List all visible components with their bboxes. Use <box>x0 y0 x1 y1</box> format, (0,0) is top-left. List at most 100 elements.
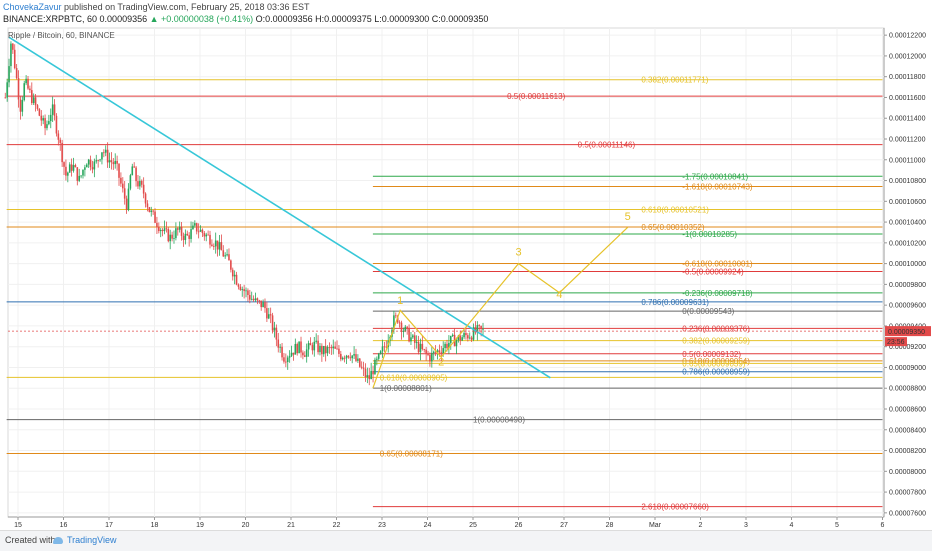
candle-body <box>425 349 427 354</box>
candle-body <box>13 49 16 69</box>
fib-level-label: 0.618(0.00009064) <box>682 357 750 366</box>
candle-body <box>211 244 213 246</box>
candle-body <box>108 160 111 163</box>
x-tick-label: 15 <box>14 522 22 529</box>
candle-body <box>131 166 134 176</box>
candle-body <box>459 335 462 341</box>
candle-body <box>319 345 321 353</box>
candle-body <box>245 290 247 292</box>
candle-body <box>116 160 118 164</box>
candle-body <box>332 346 335 349</box>
y-tick-label: 0.00012000 <box>889 53 926 60</box>
candle-body <box>419 343 422 353</box>
candle-body <box>21 100 24 112</box>
candle-body <box>133 166 135 168</box>
candle-body <box>249 295 251 300</box>
x-tick-label: 27 <box>560 522 568 529</box>
candle-body <box>95 160 98 162</box>
fibonacci-levels: 0.382(0.00011771) 0.5(0.00011613) 0.5(0.00… <box>6 76 883 512</box>
candle-body <box>372 370 374 375</box>
candle-body <box>228 254 230 261</box>
candle-body <box>15 68 18 79</box>
fib-level-label: -0.236(0.00009718) <box>682 289 753 298</box>
candle-body <box>330 347 333 349</box>
x-tick-label: 26 <box>515 522 523 529</box>
candle-body <box>250 298 253 300</box>
candle-body <box>97 160 99 161</box>
candle-body <box>341 357 344 360</box>
candle-body <box>446 343 448 349</box>
y-tick-label: 0.00009800 <box>889 282 926 289</box>
fib-level-label: 1(0.00008498) <box>473 416 525 425</box>
candle-body <box>142 184 145 194</box>
x-tick-label: 18 <box>151 522 159 529</box>
candle-body <box>305 349 308 357</box>
candle-body <box>315 340 317 342</box>
created-with-text: Created with <box>5 535 56 545</box>
candle-body <box>125 198 128 211</box>
y-tick-label: 0.00011400 <box>889 116 926 123</box>
y-tick-label: 0.00010200 <box>889 240 926 247</box>
y-tick-label: 0.00009000 <box>889 365 926 372</box>
candle-body <box>48 121 50 125</box>
tradingview-link[interactable]: TradingView <box>67 535 117 545</box>
author-link[interactable]: ChovekaZavur <box>3 2 62 12</box>
candle-body <box>451 334 454 336</box>
wave-label: 2 <box>438 356 444 368</box>
candle-body <box>222 250 225 257</box>
candle-body <box>417 341 420 353</box>
candle-body <box>302 352 304 356</box>
candle-body <box>345 355 348 359</box>
x-tick-label: 17 <box>105 522 113 529</box>
candle-body <box>123 188 126 199</box>
fib-level-label: 0.382(0.00009259) <box>682 337 750 346</box>
x-tick-label: 25 <box>469 522 477 529</box>
plot-frame <box>7 27 885 518</box>
candle-body <box>197 231 200 233</box>
candle-body <box>429 354 431 362</box>
price-chart[interactable]: 0.382(0.00011771) 0.5(0.00011613) 0.5(0.00… <box>0 0 932 530</box>
y-tick-label: 0.00010400 <box>889 220 926 227</box>
publish-info: published on TradingView.com, February 2… <box>64 2 310 12</box>
candle-body <box>267 314 270 319</box>
candle-body <box>273 327 276 331</box>
fib-level-label: -0.5(0.00009924) <box>682 268 744 277</box>
candle-body <box>87 159 90 165</box>
candle-body <box>470 337 473 340</box>
candle-body <box>264 302 266 309</box>
price-axis[interactable]: 0.00012200 0.00012000 0.00011800 0.00011600… <box>884 33 931 518</box>
candle-body <box>40 115 43 121</box>
y-tick-label: 0.00011200 <box>889 137 926 144</box>
x-tick-label: 23 <box>378 522 386 529</box>
candle-body <box>114 160 117 165</box>
candle-body <box>480 325 482 329</box>
candle-body <box>436 350 439 353</box>
candle-body <box>59 139 62 143</box>
candle-body <box>70 164 73 171</box>
candle-body <box>357 358 359 361</box>
time-axis[interactable]: 15 16 17 18 19 20 21 22 23 24 25 26 27 28 Mar 2 3 4 5 6 <box>14 517 885 529</box>
x-tick-label: 24 <box>424 522 432 529</box>
candle-body <box>63 162 65 167</box>
x-tick-label: Mar <box>649 522 662 529</box>
grid-lines <box>7 27 885 518</box>
candle-body <box>82 169 84 176</box>
candle-body <box>146 203 149 208</box>
candle-body <box>19 99 22 112</box>
current-price-tag: 0.00009350 <box>888 329 925 336</box>
fib-level-label: 0.786(0.00008959) <box>682 368 750 377</box>
candle-body <box>4 97 7 99</box>
candle-body <box>34 97 37 106</box>
candle-body <box>101 152 103 160</box>
candle-body <box>239 286 242 291</box>
candle-body <box>370 370 372 380</box>
fib-level-label: 0.618(0.00008905) <box>380 373 448 382</box>
candle-body <box>442 348 444 354</box>
candle-body <box>91 167 94 170</box>
candle-body <box>275 327 278 340</box>
footer-bar: Created with TradingView <box>0 530 932 551</box>
candle-body <box>85 164 88 168</box>
candle-body <box>237 284 240 287</box>
candle-body <box>129 175 132 189</box>
candle-body <box>199 229 202 232</box>
